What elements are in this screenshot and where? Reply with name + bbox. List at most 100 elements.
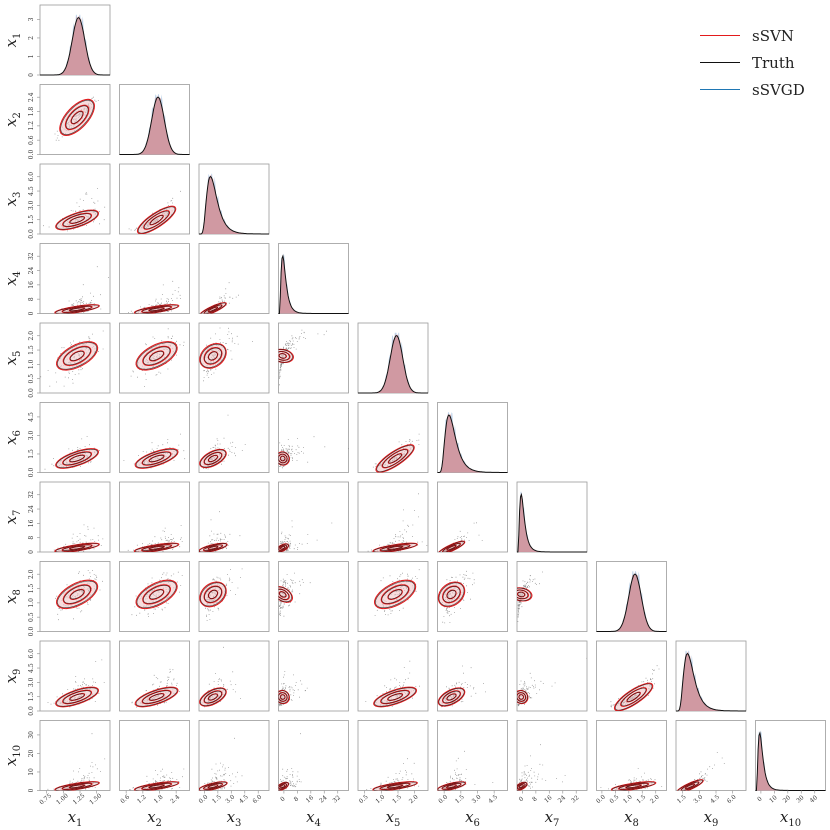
panel-content (278, 572, 311, 617)
ssvn-contour (148, 588, 165, 600)
truth-contour (208, 455, 218, 462)
truth-contour (278, 589, 290, 600)
ssvn-contour (62, 212, 93, 228)
x-tick-label: 24 (318, 794, 328, 804)
diag-panel-6 (437, 402, 508, 473)
ssvn-density (40, 16, 110, 75)
truth-contour (203, 544, 223, 551)
truth-contour (136, 342, 177, 370)
panel-content (47, 733, 106, 791)
axis-label-base: x (227, 808, 236, 826)
panel-frame (437, 720, 508, 791)
scatter-panel-10-3 (198, 720, 270, 791)
x-tick-label: 0 (518, 795, 526, 803)
truth-contour (442, 586, 461, 603)
y-tick-label: 0 (28, 550, 35, 554)
ssvn-contour (148, 350, 165, 362)
panel-content (129, 768, 185, 791)
scatter-panel-9-1 (39, 640, 111, 712)
scatter-panel-5-3 (198, 322, 270, 394)
axis-label-base: x (780, 808, 789, 826)
panel-frame (198, 481, 270, 553)
truth-contour (63, 346, 91, 366)
truth-contour (278, 543, 289, 552)
axis-label-base: x (2, 197, 20, 206)
y-tick-label: 24 (28, 505, 35, 513)
truth-contour (204, 586, 222, 603)
truth-contour (618, 783, 649, 790)
ssvn-contour (62, 584, 92, 605)
x-axis-label-1: x1 (68, 808, 83, 829)
panel-content (127, 525, 183, 552)
panel-frame (39, 481, 111, 553)
legend-item-truth: Truth (700, 49, 825, 76)
panel-frame (437, 481, 508, 553)
axis-label-sub: 1 (76, 818, 82, 829)
axis-label-base: x (147, 808, 156, 826)
truth-contour (380, 690, 410, 704)
ssvn-contour (69, 588, 85, 600)
scatter-panel-10-4 (278, 720, 349, 791)
truth-contour (438, 582, 465, 607)
x-tick-label: 6.0 (251, 793, 263, 805)
truth-contour (62, 783, 92, 790)
y-tick-label: 1.5 (28, 692, 35, 702)
truth-contour (63, 585, 91, 604)
y-tick-label: 0 (28, 73, 35, 77)
truth-contour (280, 456, 286, 462)
truth-contour (387, 589, 403, 600)
axis-label-base: x (2, 595, 20, 604)
y-axis-label-2: x2 (2, 112, 23, 127)
ssvn-density (358, 334, 428, 393)
scatter-panel-9-3 (198, 640, 270, 712)
truth-contour (62, 690, 92, 704)
truth-density (676, 652, 746, 712)
scatter-panel-7-2 (119, 481, 190, 553)
diag-panel-1 (39, 4, 111, 76)
ssvn-contour (199, 687, 227, 707)
truth-contour (438, 688, 465, 706)
truth-contour (148, 545, 165, 550)
truth-contour (143, 585, 171, 604)
x-tick-label: 0.6 (119, 793, 131, 805)
legend-line-truth (700, 62, 740, 63)
truth-contour (442, 543, 461, 552)
scatter-panel-10-9 (675, 720, 747, 791)
x-tick-label: 3.0 (224, 793, 236, 805)
scatter-panel-2-1 (39, 84, 111, 155)
truth-contour (142, 451, 171, 466)
scatter-panel-5-4 (278, 322, 349, 394)
y-tick-label: 1.2 (28, 121, 35, 131)
truth-contour (517, 783, 526, 790)
x-tick-label: 1.5 (676, 793, 688, 805)
panel-content (372, 433, 420, 473)
axis-label-sub: 1 (12, 33, 23, 39)
scatter-panel-3-2 (119, 163, 190, 235)
truth-contour (56, 448, 98, 469)
panel-content (43, 188, 106, 232)
ssvn-contour (199, 581, 227, 608)
truth-density (358, 334, 428, 394)
x-axis-label-5: x5 (386, 808, 401, 829)
truth-density (596, 573, 667, 632)
x-tick-label: 10 (768, 794, 778, 804)
panel-content (437, 570, 475, 624)
y-tick-label: 24 (28, 267, 35, 275)
ssvn-contour (199, 448, 227, 469)
x-tick-label: 0 (756, 795, 764, 803)
panel-frame (119, 243, 190, 314)
truth-contour (280, 784, 285, 788)
diag-panel-5 (357, 322, 429, 394)
truth-contour (626, 692, 641, 702)
panel-frame (357, 720, 429, 791)
y-tick-label: 0.0 (28, 706, 35, 716)
truth-contour (278, 451, 290, 466)
x-tick-label: 20 (782, 794, 792, 804)
axis-label-sub: 2 (12, 112, 23, 118)
y-tick-label: 1.0 (28, 359, 35, 369)
truth-contour (517, 782, 528, 791)
ssvn-contour (62, 451, 93, 466)
truth-contour (375, 580, 416, 609)
